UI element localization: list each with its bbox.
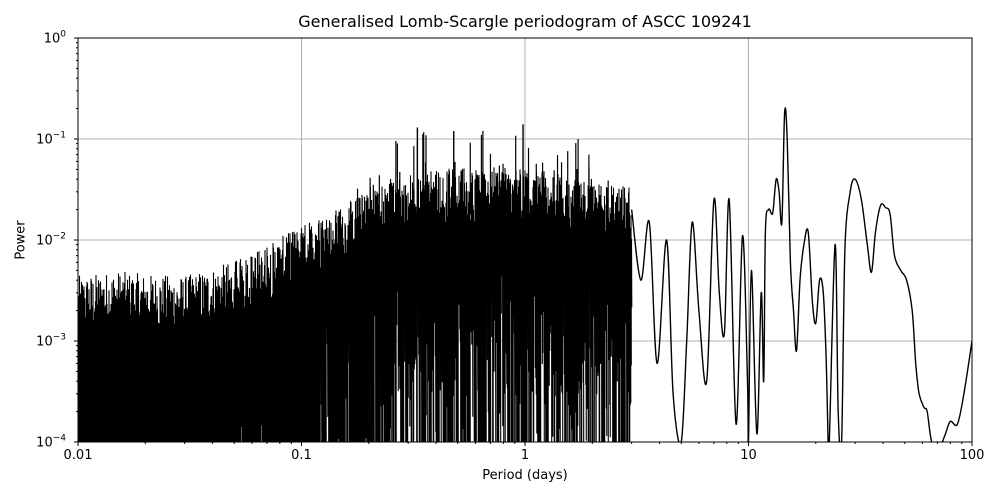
x-axis-label: Period (days) — [482, 468, 568, 483]
x-tick-label: 10 — [740, 448, 757, 463]
y-tick-label: 10−2 — [36, 231, 66, 249]
x-tick-label: 0.01 — [63, 448, 93, 463]
x-tick-label: 100 — [959, 448, 985, 463]
y-tick-label: 10−4 — [36, 433, 66, 451]
y-tick-label: 10−1 — [36, 130, 66, 148]
chart-title: Generalised Lomb-Scargle periodogram of … — [298, 12, 752, 31]
x-tick-label: 1 — [520, 448, 530, 463]
y-axis-label: Power — [13, 220, 29, 260]
y-tick-label: 10−3 — [36, 332, 66, 350]
plot-axes — [74, 37, 973, 446]
y-tick-label: 100 — [43, 29, 66, 47]
x-tick-label: 0.1 — [291, 448, 312, 463]
